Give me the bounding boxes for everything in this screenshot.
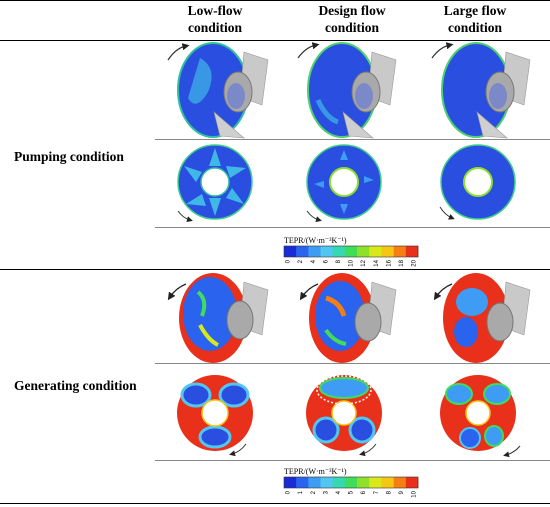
row-header-pumping: Pumping condition	[14, 149, 124, 164]
colorbar-tick-label: 0	[286, 490, 292, 494]
colorbar-swatch	[344, 477, 358, 488]
colorbar-title: TEPR/(W·m⁻³K⁻¹)	[284, 467, 347, 476]
colorbar-pumping: TEPR/(W·m⁻³K⁻¹) 0 2 4 6 8 10 12 14 16 18 20	[283, 236, 419, 267]
colorbar-swatch	[405, 477, 419, 488]
colorbar-swatch	[332, 246, 346, 257]
pumping-sub-rule-1	[155, 139, 550, 140]
colorbar-tick-label: 2	[298, 259, 304, 263]
colorbar-swatch	[308, 246, 321, 257]
colorbar-tick-label: 14	[374, 259, 380, 266]
generating-section-low-flow	[177, 375, 253, 457]
colorbar-swatch	[393, 477, 407, 488]
colorbar-swatch	[320, 246, 334, 257]
colorbar-border	[283, 245, 419, 258]
pumping-3d-design-flow	[297, 42, 397, 139]
colorbar-tick-label: 5	[349, 490, 355, 494]
colorbar-swatch	[296, 246, 309, 257]
pumping-section-large-flow	[439, 144, 516, 220]
colorbar-tick-label: 8	[336, 259, 342, 263]
colorbar-tick-label: 8	[386, 490, 392, 494]
colorbar-swatch	[284, 477, 297, 488]
colorbar-swatch	[393, 246, 407, 257]
colorbar-swatch	[308, 477, 321, 488]
colorbar-tick-label: 16	[386, 259, 392, 266]
row-header-generating: Generating condition	[14, 378, 137, 393]
generating-3d-low-flow	[167, 273, 269, 363]
pumping-section-low-flow	[177, 144, 253, 223]
colorbar-swatch	[284, 246, 297, 257]
row-divider	[0, 269, 550, 270]
colorbar-tick-label: 10	[349, 259, 355, 266]
colorbar-swatch	[369, 246, 382, 257]
generating-3d-design-flow	[299, 273, 397, 363]
pumping-3d-low-flow	[167, 42, 269, 139]
column-header-design-flow: Design flow condition	[318, 3, 386, 35]
colorbar-swatch	[357, 246, 370, 257]
colorbar-tick-label: 3	[323, 490, 329, 494]
colorbar-tick-label: 1	[298, 490, 304, 494]
colorbar-tick-label: 4	[336, 490, 342, 494]
pumping-sub-rule-2	[155, 227, 550, 228]
colorbar-tick-label: 7	[374, 490, 380, 494]
colorbar-tick-label: 12	[361, 259, 367, 266]
generating-sub-rule-2	[155, 460, 550, 461]
generating-sub-rule-1	[155, 363, 550, 364]
colorbar-tick-label: 18	[399, 259, 405, 266]
colorbar-swatch	[296, 477, 309, 488]
column-header-low-flow: Low-flow condition	[187, 3, 243, 35]
generating-section-large-flow	[440, 375, 521, 458]
colorbar-tick-label: 10	[412, 490, 418, 497]
colorbar-tick-label: 2	[311, 490, 317, 494]
table-top-rule	[0, 0, 550, 1]
colorbar-tick-label: 20	[412, 259, 418, 266]
colorbar-tick-label: 9	[399, 490, 405, 494]
colorbar-swatch	[369, 477, 382, 488]
colorbar-swatch	[381, 246, 394, 257]
header-rule	[0, 40, 550, 41]
colorbar-swatch	[332, 477, 346, 488]
column-header-large-flow: Large flow condition	[443, 3, 507, 35]
table-bottom-rule	[0, 503, 550, 504]
colorbar-tick-label: 6	[361, 490, 367, 494]
colorbar-tick-label: 0	[286, 259, 292, 263]
colorbar-swatch	[405, 246, 419, 257]
generating-3d-large-flow	[433, 273, 531, 363]
colorbar-tick-label: 4	[311, 259, 317, 263]
colorbar-swatch	[381, 477, 394, 488]
colorbar-generating: TEPR/(W·m⁻³K⁻¹) 0 1 2 3 4 5 6 7 8 9 10	[283, 467, 419, 498]
colorbar-border	[283, 476, 419, 489]
colorbar-tick-label: 6	[323, 259, 329, 263]
pumping-3d-large-flow	[431, 42, 531, 139]
generating-section-design-flow	[306, 375, 382, 457]
colorbar-title: TEPR/(W·m⁻³K⁻¹)	[284, 236, 347, 245]
colorbar-swatch	[357, 477, 370, 488]
colorbar-swatch	[344, 246, 358, 257]
colorbar-swatch	[320, 477, 334, 488]
pumping-section-design-flow	[306, 144, 382, 223]
